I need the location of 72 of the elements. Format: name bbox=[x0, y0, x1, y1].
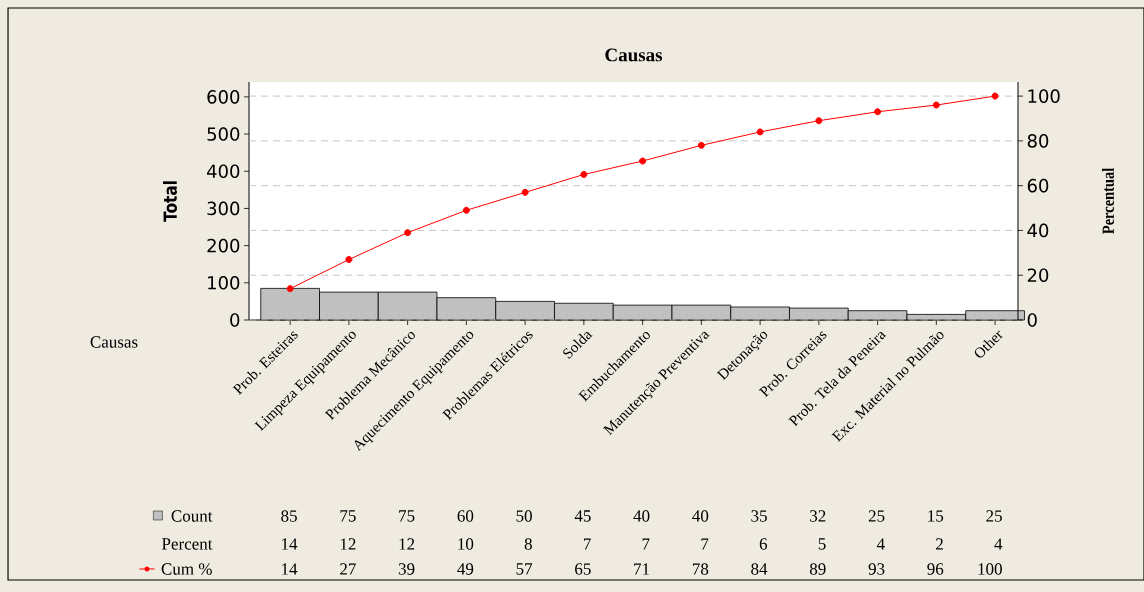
y-tick-label: 100 bbox=[208, 275, 240, 290]
data-label: 57 bbox=[516, 563, 533, 575]
y2-tick-label: 20 bbox=[1027, 268, 1049, 283]
data-label: 45 bbox=[574, 510, 591, 522]
legend-label: Cum % bbox=[161, 563, 212, 575]
data-label: 75 bbox=[340, 510, 356, 522]
text: 4 bbox=[994, 538, 1003, 550]
text: 6 bbox=[759, 538, 768, 550]
legend-label: Count bbox=[171, 510, 213, 522]
data-label: 25 bbox=[986, 510, 1002, 522]
point bbox=[639, 157, 647, 165]
data-label: 89 bbox=[809, 563, 826, 575]
point bbox=[815, 117, 823, 125]
data-label: 35 bbox=[751, 510, 767, 522]
y-tick-label: 600 bbox=[207, 90, 240, 104]
y2-tick-label: 60 bbox=[1027, 178, 1049, 193]
data-label: 27 bbox=[340, 563, 356, 575]
y-tick-label: 400 bbox=[207, 164, 240, 179]
data-label: 40 bbox=[692, 510, 709, 522]
text: 12 bbox=[399, 538, 415, 550]
data-label: 40 bbox=[633, 510, 650, 522]
data-label: 75 bbox=[399, 510, 415, 522]
data-label: 25 bbox=[868, 510, 885, 522]
point bbox=[697, 141, 705, 149]
text: 4 bbox=[876, 538, 885, 550]
text: 10 bbox=[458, 538, 474, 550]
point bbox=[932, 101, 940, 109]
point bbox=[286, 285, 294, 293]
point bbox=[580, 170, 588, 178]
data-label: 78 bbox=[692, 563, 709, 575]
y2-tick-label: 40 bbox=[1027, 223, 1049, 238]
y2-tick-label: 0 bbox=[1027, 313, 1037, 327]
point bbox=[404, 229, 412, 237]
text: 2 bbox=[936, 538, 943, 550]
y-tick-label: 300 bbox=[207, 201, 240, 216]
data-label: 96 bbox=[927, 563, 944, 575]
text: 7 bbox=[642, 538, 650, 550]
y2-tick-label: 80 bbox=[1027, 134, 1049, 148]
text: Percent bbox=[161, 538, 213, 550]
data-label: 49 bbox=[457, 563, 474, 575]
text: 5 bbox=[818, 538, 826, 550]
data-label: 71 bbox=[634, 563, 650, 575]
data-label: 32 bbox=[810, 510, 826, 522]
data-label: 14 bbox=[282, 563, 298, 575]
point bbox=[462, 206, 470, 214]
text: 8 bbox=[524, 538, 532, 550]
data-label: 39 bbox=[398, 563, 415, 575]
data-label: 50 bbox=[516, 510, 532, 522]
y-axis-title: Total bbox=[163, 181, 177, 222]
x-axis-title: Causas bbox=[90, 336, 138, 348]
data-label: 15 bbox=[928, 510, 944, 522]
text: 7 bbox=[583, 538, 591, 550]
data-label: 85 bbox=[281, 510, 297, 522]
y2-axis-title: Percentual bbox=[1102, 168, 1114, 234]
text: 14 bbox=[282, 538, 298, 550]
point bbox=[874, 108, 882, 116]
data-label: 100 bbox=[978, 563, 1002, 575]
y-tick-label: 500 bbox=[207, 127, 240, 141]
point bbox=[521, 188, 529, 196]
y2-tick-label: 100 bbox=[1028, 89, 1060, 103]
point bbox=[345, 256, 353, 264]
chart-title: Causas bbox=[605, 48, 663, 62]
text: 12 bbox=[340, 538, 356, 550]
data-label: 65 bbox=[575, 563, 591, 575]
text: 7 bbox=[701, 538, 709, 550]
point bbox=[756, 128, 764, 136]
data-label: 84 bbox=[751, 563, 768, 575]
y-tick-label: 200 bbox=[207, 238, 240, 253]
data-label: 93 bbox=[868, 563, 885, 575]
data-label: 60 bbox=[457, 510, 474, 522]
y-tick-label: 0 bbox=[230, 313, 240, 327]
point bbox=[991, 92, 999, 100]
